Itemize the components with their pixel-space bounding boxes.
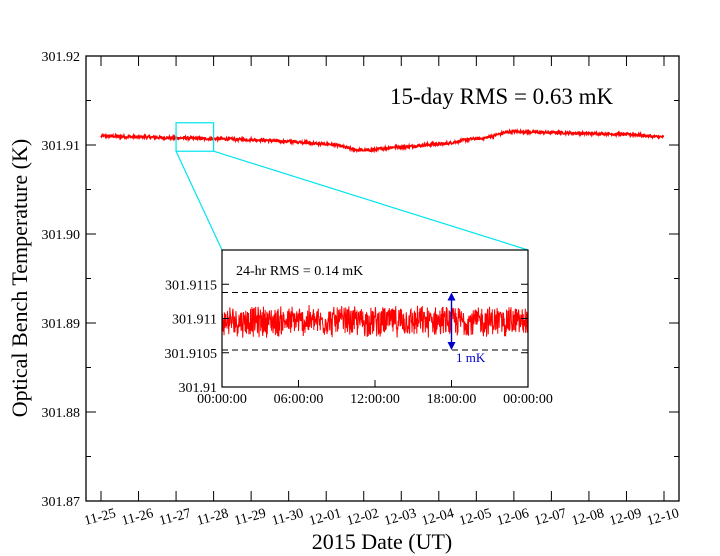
main-x-tick-label: 11-27 xyxy=(158,506,193,529)
main-x-tick-label: 12-02 xyxy=(345,506,380,529)
main-y-tick-label: 301.91 xyxy=(42,139,81,154)
main-x-tick-label: 12-09 xyxy=(608,506,643,529)
main-annotation: 15-day RMS = 0.63 mK xyxy=(390,84,614,109)
main-x-tick-label: 12-10 xyxy=(645,506,680,529)
main-series xyxy=(100,127,665,154)
zoom-window-box xyxy=(175,122,215,152)
inset-x-tick-label: 06:00:00 xyxy=(274,392,324,407)
main-y-tick-label: 301.89 xyxy=(42,317,81,332)
main-x-tick-label: 12-05 xyxy=(458,506,493,529)
inset-y-tick-label: 301.9105 xyxy=(165,347,218,362)
y-axis-label: Optical Bench Temperature (K) xyxy=(7,139,32,417)
inset-x-tick-label: 12:00:00 xyxy=(350,392,400,407)
zoom-connector-right xyxy=(213,150,529,251)
inset-y-tick-label: 301.911 xyxy=(172,313,217,328)
inset-y-ticks: 301.91 301.9105 301.911 301.9115 xyxy=(165,278,528,396)
inset-y-tick-label: 301.9115 xyxy=(165,278,217,293)
inset-annotation: 24-hr RMS = 0.14 mK xyxy=(236,264,363,279)
inset-series xyxy=(221,304,529,338)
inset-band-arrowhead-bottom xyxy=(447,342,456,351)
zoom-connector-left xyxy=(175,150,223,251)
main-y-ticks: 301.87 301.88 301.89 301.90 301.91 301.92 xyxy=(42,50,679,510)
main-x-tick-label: 12-03 xyxy=(383,506,418,529)
inset-x-ticks: 00:00:00 06:00:00 12:00:00 18:00:00 00:00:00 xyxy=(197,380,553,407)
inset-x-tick-label: 18:00:00 xyxy=(427,392,477,407)
main-x-tick-label: 11-30 xyxy=(270,506,305,529)
inset-band-label: 1 mK xyxy=(456,350,486,365)
main-series-line xyxy=(100,127,665,154)
main-x-tick-label: 12-08 xyxy=(570,506,605,529)
main-x-tick-label: 11-26 xyxy=(120,506,155,529)
main-y-tick-label: 301.88 xyxy=(42,406,81,421)
main-x-tick-label: 12-04 xyxy=(420,506,455,529)
inset-y-tick-label: 301.91 xyxy=(179,381,218,396)
main-y-tick-label: 301.87 xyxy=(42,495,81,510)
main-y-tick-label: 301.90 xyxy=(42,228,81,243)
main-x-tick-label: 11-25 xyxy=(83,506,118,529)
inset-chart: 301.91 301.9105 301.911 301.9115 00:00:00 06… xyxy=(165,249,553,407)
inset-band xyxy=(222,291,528,351)
x-axis-label: 2015 Date (UT) xyxy=(312,529,453,554)
main-x-tick-label: 11-28 xyxy=(195,506,230,529)
main-x-tick-label: 12-01 xyxy=(308,506,343,529)
main-x-tick-label: 12-07 xyxy=(533,506,568,529)
inset-x-tick-label: 00:00:00 xyxy=(503,392,553,407)
main-x-tick-label: 11-29 xyxy=(233,506,268,529)
zoom-callout xyxy=(175,122,529,251)
inset-x-tick-label: 00:00:00 xyxy=(197,392,247,407)
inset-plot-frame xyxy=(221,249,529,388)
inset-series-line xyxy=(221,304,529,338)
inset-band-arrowhead-top xyxy=(447,292,456,301)
main-y-tick-label: 301.92 xyxy=(42,50,81,65)
main-x-tick-label: 12-06 xyxy=(495,506,530,529)
